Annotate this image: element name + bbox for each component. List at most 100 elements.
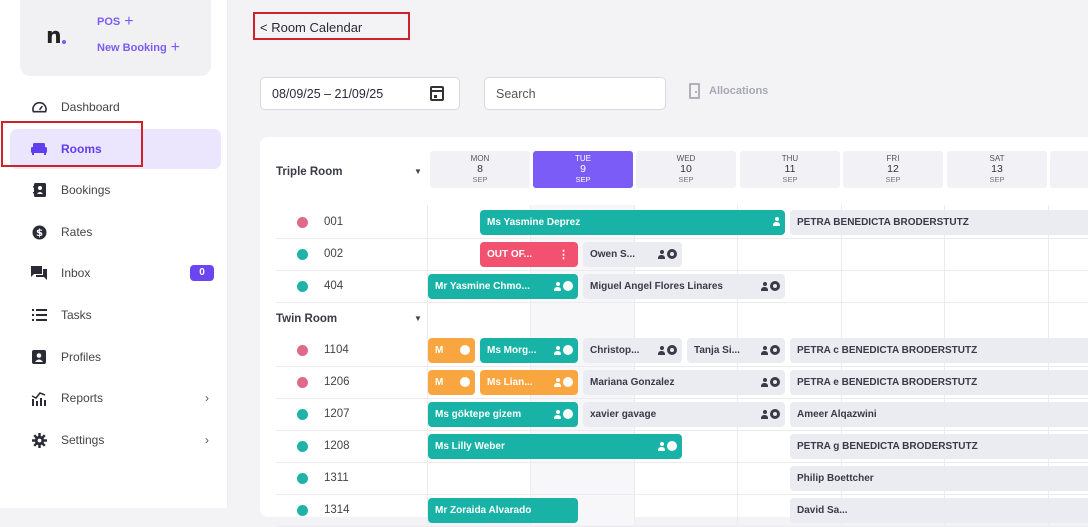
person-icon [554,409,561,419]
room-row[interactable]: 001 [276,207,1088,239]
day-number: 12 [887,163,899,175]
payment-coin-icon [460,377,470,387]
booking-bar[interactable]: Philip Boettcher [790,466,1088,491]
booking-bar[interactable]: Miguel Angel Flores Linares [583,274,785,299]
back-to-room-calendar-link[interactable]: < Room Calendar [260,20,363,35]
day-header[interactable] [1050,151,1088,188]
clean-status-dot [297,473,308,484]
day-month: SEP [782,175,798,184]
booking-bar[interactable]: Christop... [583,338,682,363]
svg-text:$: $ [36,228,43,239]
chevron-right-icon: › [205,391,209,405]
payment-coin-icon [460,345,470,355]
booking-guest-name: Ms Lian... [487,377,533,388]
booking-bar[interactable]: PETRA g BENEDICTA BRODERSTUTZ [790,434,1088,459]
booking-bar[interactable]: Owen S... [583,242,682,267]
allocations-button[interactable]: Allocations [689,83,768,99]
booking-guest-name: M [435,377,444,388]
dirty-status-dot [297,345,308,356]
room-row[interactable]: 1104 [276,335,1088,367]
caret-down-icon[interactable]: ▼ [414,314,422,323]
sidebar-item-bookings[interactable]: Bookings [10,170,221,210]
day-header[interactable]: FRI 12 SEP [843,151,943,188]
day-of-week: TUE [575,154,591,163]
pos-label: POS [97,16,121,28]
day-header[interactable]: SAT 13 SEP [947,151,1047,188]
room-row[interactable]: 1311 [276,463,1088,495]
booking-guest-name: Mr Yasmine Chmo... [435,281,530,292]
sidebar-item-settings[interactable]: Settings › [10,420,221,460]
sidebar-item-inbox[interactable]: Inbox 0 [10,253,221,293]
grid-line [737,205,738,525]
booking-guest-name: xavier gavage [590,409,657,420]
booking-bar[interactable]: PETRA BENEDICTA BRODERSTUTZ [790,210,1088,235]
person-icon [554,345,561,355]
sidebar-item-tasks[interactable]: Tasks [10,295,221,335]
kebab-menu-icon[interactable]: ⋮ [558,249,569,261]
booking-bar[interactable]: Tanja Si... [687,338,785,363]
booking-guest-name: Ms Morg... [487,345,537,356]
person-icon [761,409,768,419]
booking-guest-name: Ameer Alqazwini [797,409,877,420]
sidebar-item-dashboard[interactable]: Dashboard [10,87,221,127]
room-row[interactable]: 1207 [276,399,1088,431]
sidebar-item-reports[interactable]: Reports › [10,378,221,418]
day-month: SEP [989,175,1005,184]
booking-bar[interactable]: Mr Yasmine Chmo... [428,274,578,299]
new-booking-label: New Booking [97,42,167,54]
room-row[interactable]: 1208 [276,431,1088,463]
date-range-value: 08/09/25 – 21/09/25 [272,86,384,101]
date-range-picker[interactable]: 08/09/25 – 21/09/25 [260,77,460,110]
booking-bar[interactable]: PETRA c BENEDICTA BRODERSTUTZ [790,338,1088,363]
person-icon [761,377,768,387]
booking-guest-name: Christop... [590,345,640,356]
room-number: 1311 [324,472,349,484]
new-booking-button[interactable]: New Booking + [97,39,181,56]
payment-coin-icon [770,409,780,419]
booking-guest-name: PETRA c BENEDICTA BRODERSTUTZ [797,345,978,356]
sidebar-item-label: Bookings [61,183,111,197]
app-logo[interactable]: n [46,24,62,49]
booking-guest-name: Philip Boettcher [797,473,874,484]
booking-guest-name: M [435,345,444,356]
booking-bar[interactable]: Mariana Gonzalez [583,370,785,395]
out-of-service-block[interactable]: OUT OF... ⋮ [480,242,578,267]
day-number: 10 [680,163,692,175]
sidebar-item-profiles[interactable]: Profiles [10,337,221,377]
booking-bar[interactable]: M [428,370,475,395]
booking-bar[interactable]: Ameer Alqazwini [790,402,1088,427]
sidebar-item-rooms[interactable]: Rooms [10,129,221,169]
day-header[interactable]: MON 8 SEP [430,151,530,188]
booking-bar[interactable]: Ms Lilly Weber [428,434,682,459]
room-type-title: Triple Room [276,166,343,178]
booking-bar[interactable]: M [428,338,475,363]
pos-button[interactable]: POS + [97,14,134,30]
booking-bar[interactable]: PETRA e BENEDICTA BRODERSTUTZ [790,370,1088,395]
sidebar-item-label: Inbox [61,266,91,280]
booking-bar[interactable]: Ms Morg... [480,338,578,363]
room-row[interactable]: 404 [276,271,1088,303]
search-input[interactable] [484,77,666,110]
booking-bar[interactable]: xavier gavage [583,402,785,427]
brand-card: n POS + New Booking + [20,0,211,76]
booking-bar[interactable]: David Sa... [790,498,1088,523]
caret-down-icon[interactable]: ▼ [414,167,422,176]
plus-icon: + [170,39,181,56]
day-header-today[interactable]: TUE 9 SEP [533,151,633,188]
day-header[interactable]: THU 11 SEP [740,151,840,188]
day-of-week: SAT [989,154,1005,163]
sidebar-item-rates[interactable]: $ Rates [10,212,221,252]
booking-bar[interactable]: Ms Yasmine Deprez [480,210,785,235]
booking-bar[interactable]: Ms Lian... [480,370,578,395]
grid-line [841,205,842,525]
calendar-icon[interactable] [430,86,444,101]
dirty-status-dot [297,377,308,388]
day-header[interactable]: WED 10 SEP [636,151,736,188]
booking-bar[interactable]: Ms göktepe gizem [428,402,578,427]
room-row[interactable]: 002 [276,239,1088,271]
clean-status-dot [297,281,308,292]
grid-line [944,205,945,525]
room-row[interactable]: 1206 [276,367,1088,399]
booking-bar[interactable]: Mr Zoraida Alvarado [428,498,578,523]
day-number: 8 [477,163,483,175]
